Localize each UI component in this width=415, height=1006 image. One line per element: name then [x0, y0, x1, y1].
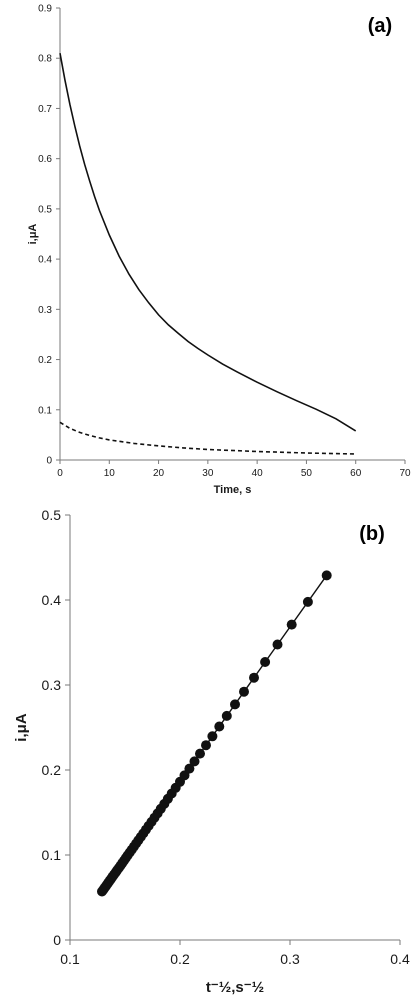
data-point — [195, 748, 205, 759]
y-tick-label: 0.9 — [38, 4, 52, 15]
solid-series-line — [59, 53, 357, 432]
x-tick-label: 20 — [153, 468, 165, 479]
x-tick-label: 10 — [104, 468, 116, 479]
y-tick-label: 0.2 — [42, 762, 62, 778]
x-tick-label: 0.1 — [60, 951, 80, 967]
data-point — [230, 699, 240, 710]
x-tick-label: 0.3 — [280, 951, 300, 967]
y-tick-label: 0.7 — [38, 104, 52, 115]
x-tick-label: 30 — [202, 468, 214, 479]
y-tick-label: 0.1 — [38, 405, 52, 416]
data-point — [214, 721, 225, 732]
y-tick-label: 0.6 — [38, 154, 52, 165]
x-tick-label: 0 — [57, 468, 63, 479]
y-tick-label: 0.5 — [42, 507, 62, 523]
x-tick-label: 50 — [301, 468, 313, 479]
y-tick-label: 0.4 — [42, 592, 62, 608]
y-tick-label: 0.3 — [42, 677, 62, 693]
y-tick-label: 0.5 — [38, 204, 52, 215]
panel-label-b: (b) — [359, 523, 385, 545]
data-point — [201, 740, 211, 751]
data-point — [286, 619, 297, 630]
data-point — [249, 672, 259, 683]
data-point — [221, 710, 232, 721]
chart-a: 0 0.1 0.2 0.3 0.4 0.5 0.6 0.7 0.8 0.9 0 10 20 30 40 50 6… — [27, 4, 411, 497]
x-tick-label: 0.4 — [390, 951, 410, 967]
x-axis-label: t⁻½,s⁻½ — [206, 979, 264, 996]
y-tick-label: 0.3 — [38, 305, 52, 316]
data-point — [184, 763, 195, 774]
data-point — [239, 686, 249, 697]
y-tick-label: 0.4 — [38, 255, 52, 266]
data-point — [207, 731, 218, 742]
y-tick-label: 0 — [46, 456, 52, 467]
y-tick-label: 0.2 — [38, 355, 52, 366]
panel-label-a: (a) — [368, 15, 392, 37]
chart-b: 0 0.1 0.2 0.3 0.4 0.5 0.1 0.2 0.3 0.4 t⁻½,s⁻½ i,μA (… — [13, 507, 410, 996]
x-tick-label: 40 — [252, 468, 264, 479]
data-point — [260, 657, 271, 667]
data-point — [321, 570, 332, 581]
y-tick-label: 0.8 — [38, 54, 52, 65]
x-tick-label: 70 — [399, 468, 411, 479]
y-axis-label: i,μA — [27, 224, 39, 245]
y-tick-label: 0 — [53, 932, 61, 948]
y-tick-label: 0.1 — [42, 847, 62, 863]
x-tick-label: 0.2 — [170, 951, 190, 967]
data-point — [302, 596, 313, 607]
data-point — [189, 756, 200, 767]
y-axis-label: i,μA — [13, 713, 30, 742]
x-axis-label: Time, s — [214, 484, 252, 496]
dashed-series-line — [59, 421, 356, 455]
data-point — [272, 639, 283, 650]
x-tick-label: 60 — [350, 468, 362, 479]
